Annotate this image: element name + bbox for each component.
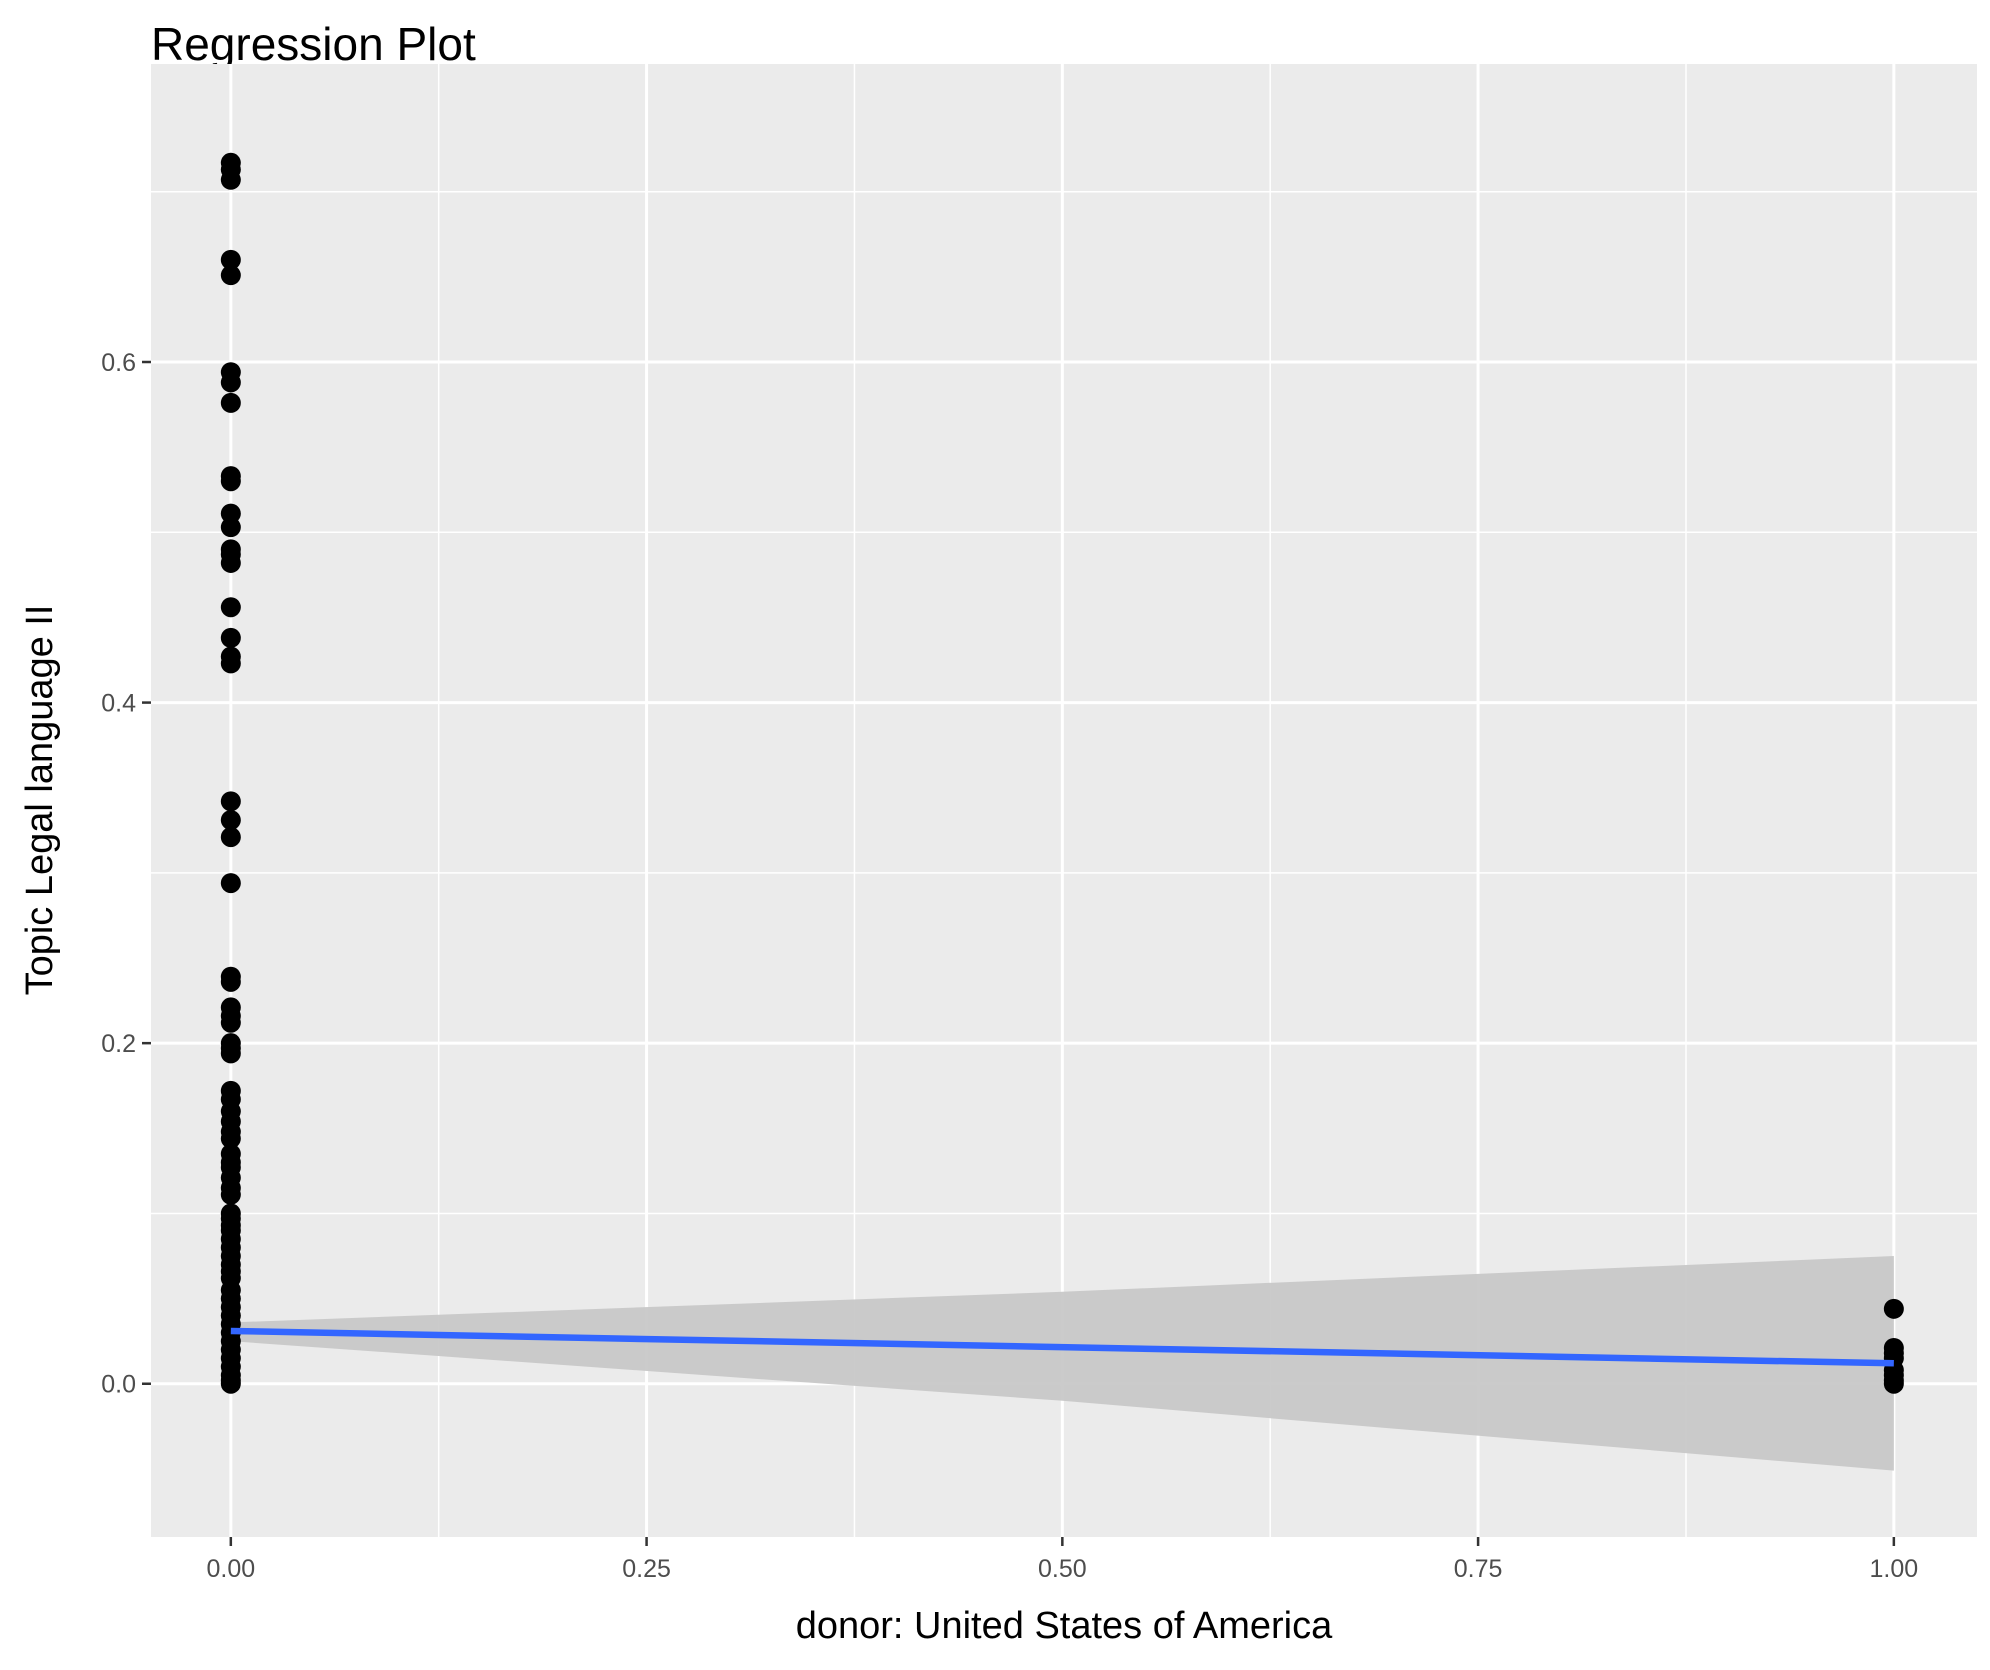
data-point	[220, 265, 241, 286]
data-point	[220, 597, 241, 618]
regression-line	[230, 1327, 1894, 1367]
data-point	[220, 1373, 241, 1394]
confidence-band-layer	[230, 1256, 1894, 1471]
data-point	[220, 1012, 241, 1033]
data-point	[1883, 1298, 1904, 1319]
x-tick-label: 0.00	[206, 1555, 255, 1583]
data-point	[220, 471, 241, 492]
confidence-band	[230, 1256, 1894, 1471]
data-point	[220, 810, 241, 831]
data-point	[220, 627, 241, 648]
data-point	[220, 791, 241, 812]
x-tick-label: 0.75	[1454, 1555, 1503, 1583]
data-point	[1883, 1373, 1904, 1394]
x-tick-label: 1.00	[1870, 1555, 1919, 1583]
x-tick-label: 0.50	[1038, 1555, 1087, 1583]
data-point	[220, 169, 241, 190]
data-point	[220, 1128, 241, 1149]
data-point	[220, 971, 241, 992]
x-tick-label: 0.25	[622, 1555, 671, 1583]
data-point	[220, 1043, 241, 1064]
x-axis-title: donor: United States of America	[796, 1605, 1333, 1647]
y-tick-label: 0.2	[101, 1030, 136, 1058]
data-point	[220, 517, 241, 538]
y-tick-label: 0.4	[101, 690, 136, 718]
chart-title: Regression Plot	[151, 18, 476, 70]
data-point	[220, 653, 241, 674]
data-point	[220, 873, 241, 894]
data-point	[220, 552, 241, 573]
points-layer	[220, 152, 1904, 1394]
y-axis-title: Topic Legal language II	[19, 605, 61, 996]
data-point	[220, 372, 241, 393]
data-point	[220, 249, 241, 270]
data-point	[220, 1184, 241, 1205]
data-point	[220, 392, 241, 413]
y-tick-label: 0.0	[101, 1371, 136, 1399]
regression-line-layer	[230, 1327, 1894, 1367]
data-point	[220, 827, 241, 848]
axes: 0.00 0.25 0.50 0.75 1.00 0.0 0.2 0.4 0.6	[101, 349, 1918, 1583]
y-tick-label: 0.6	[101, 349, 136, 377]
